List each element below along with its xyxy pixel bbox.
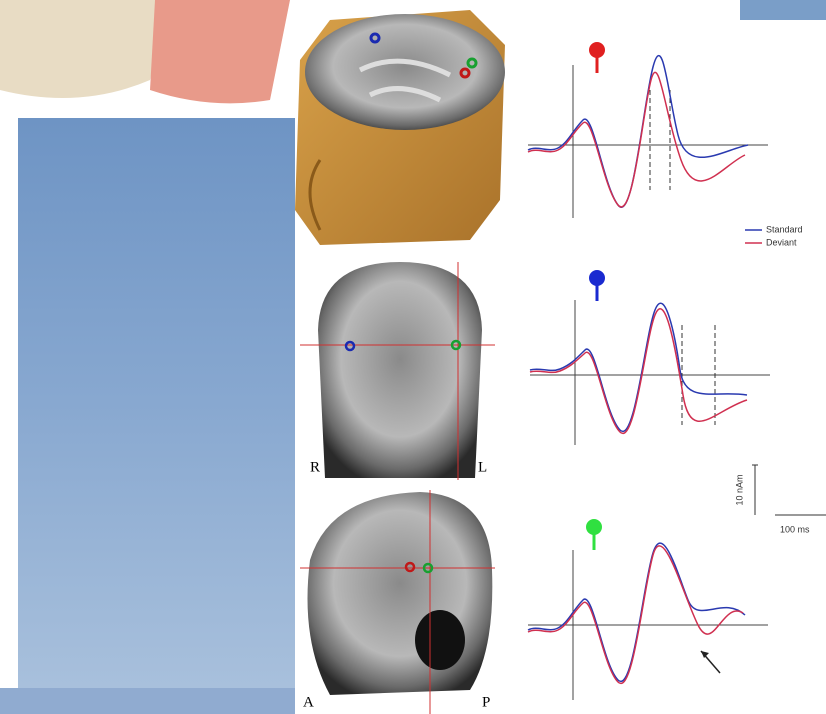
orientation-label: A bbox=[303, 694, 314, 710]
waveform-panel bbox=[529, 270, 770, 445]
scale-bar: 10 nAm 100 ms bbox=[734, 464, 826, 534]
scale-label: 10 nAm bbox=[734, 474, 744, 505]
waveform-panel bbox=[527, 519, 768, 700]
orientation-label: P bbox=[482, 694, 490, 710]
waveform-panel bbox=[527, 42, 768, 218]
orientation-label: R bbox=[310, 459, 320, 475]
scale-label: 100 ms bbox=[780, 524, 810, 534]
legend: Standard Deviant bbox=[745, 224, 803, 247]
sagittal-slice: A P bbox=[300, 490, 495, 714]
legend-label: Deviant bbox=[766, 237, 797, 247]
legend-label: Standard bbox=[766, 224, 803, 234]
orientation-label: L bbox=[478, 459, 487, 475]
head-render bbox=[295, 10, 505, 245]
coronal-slice: R L bbox=[300, 258, 495, 480]
